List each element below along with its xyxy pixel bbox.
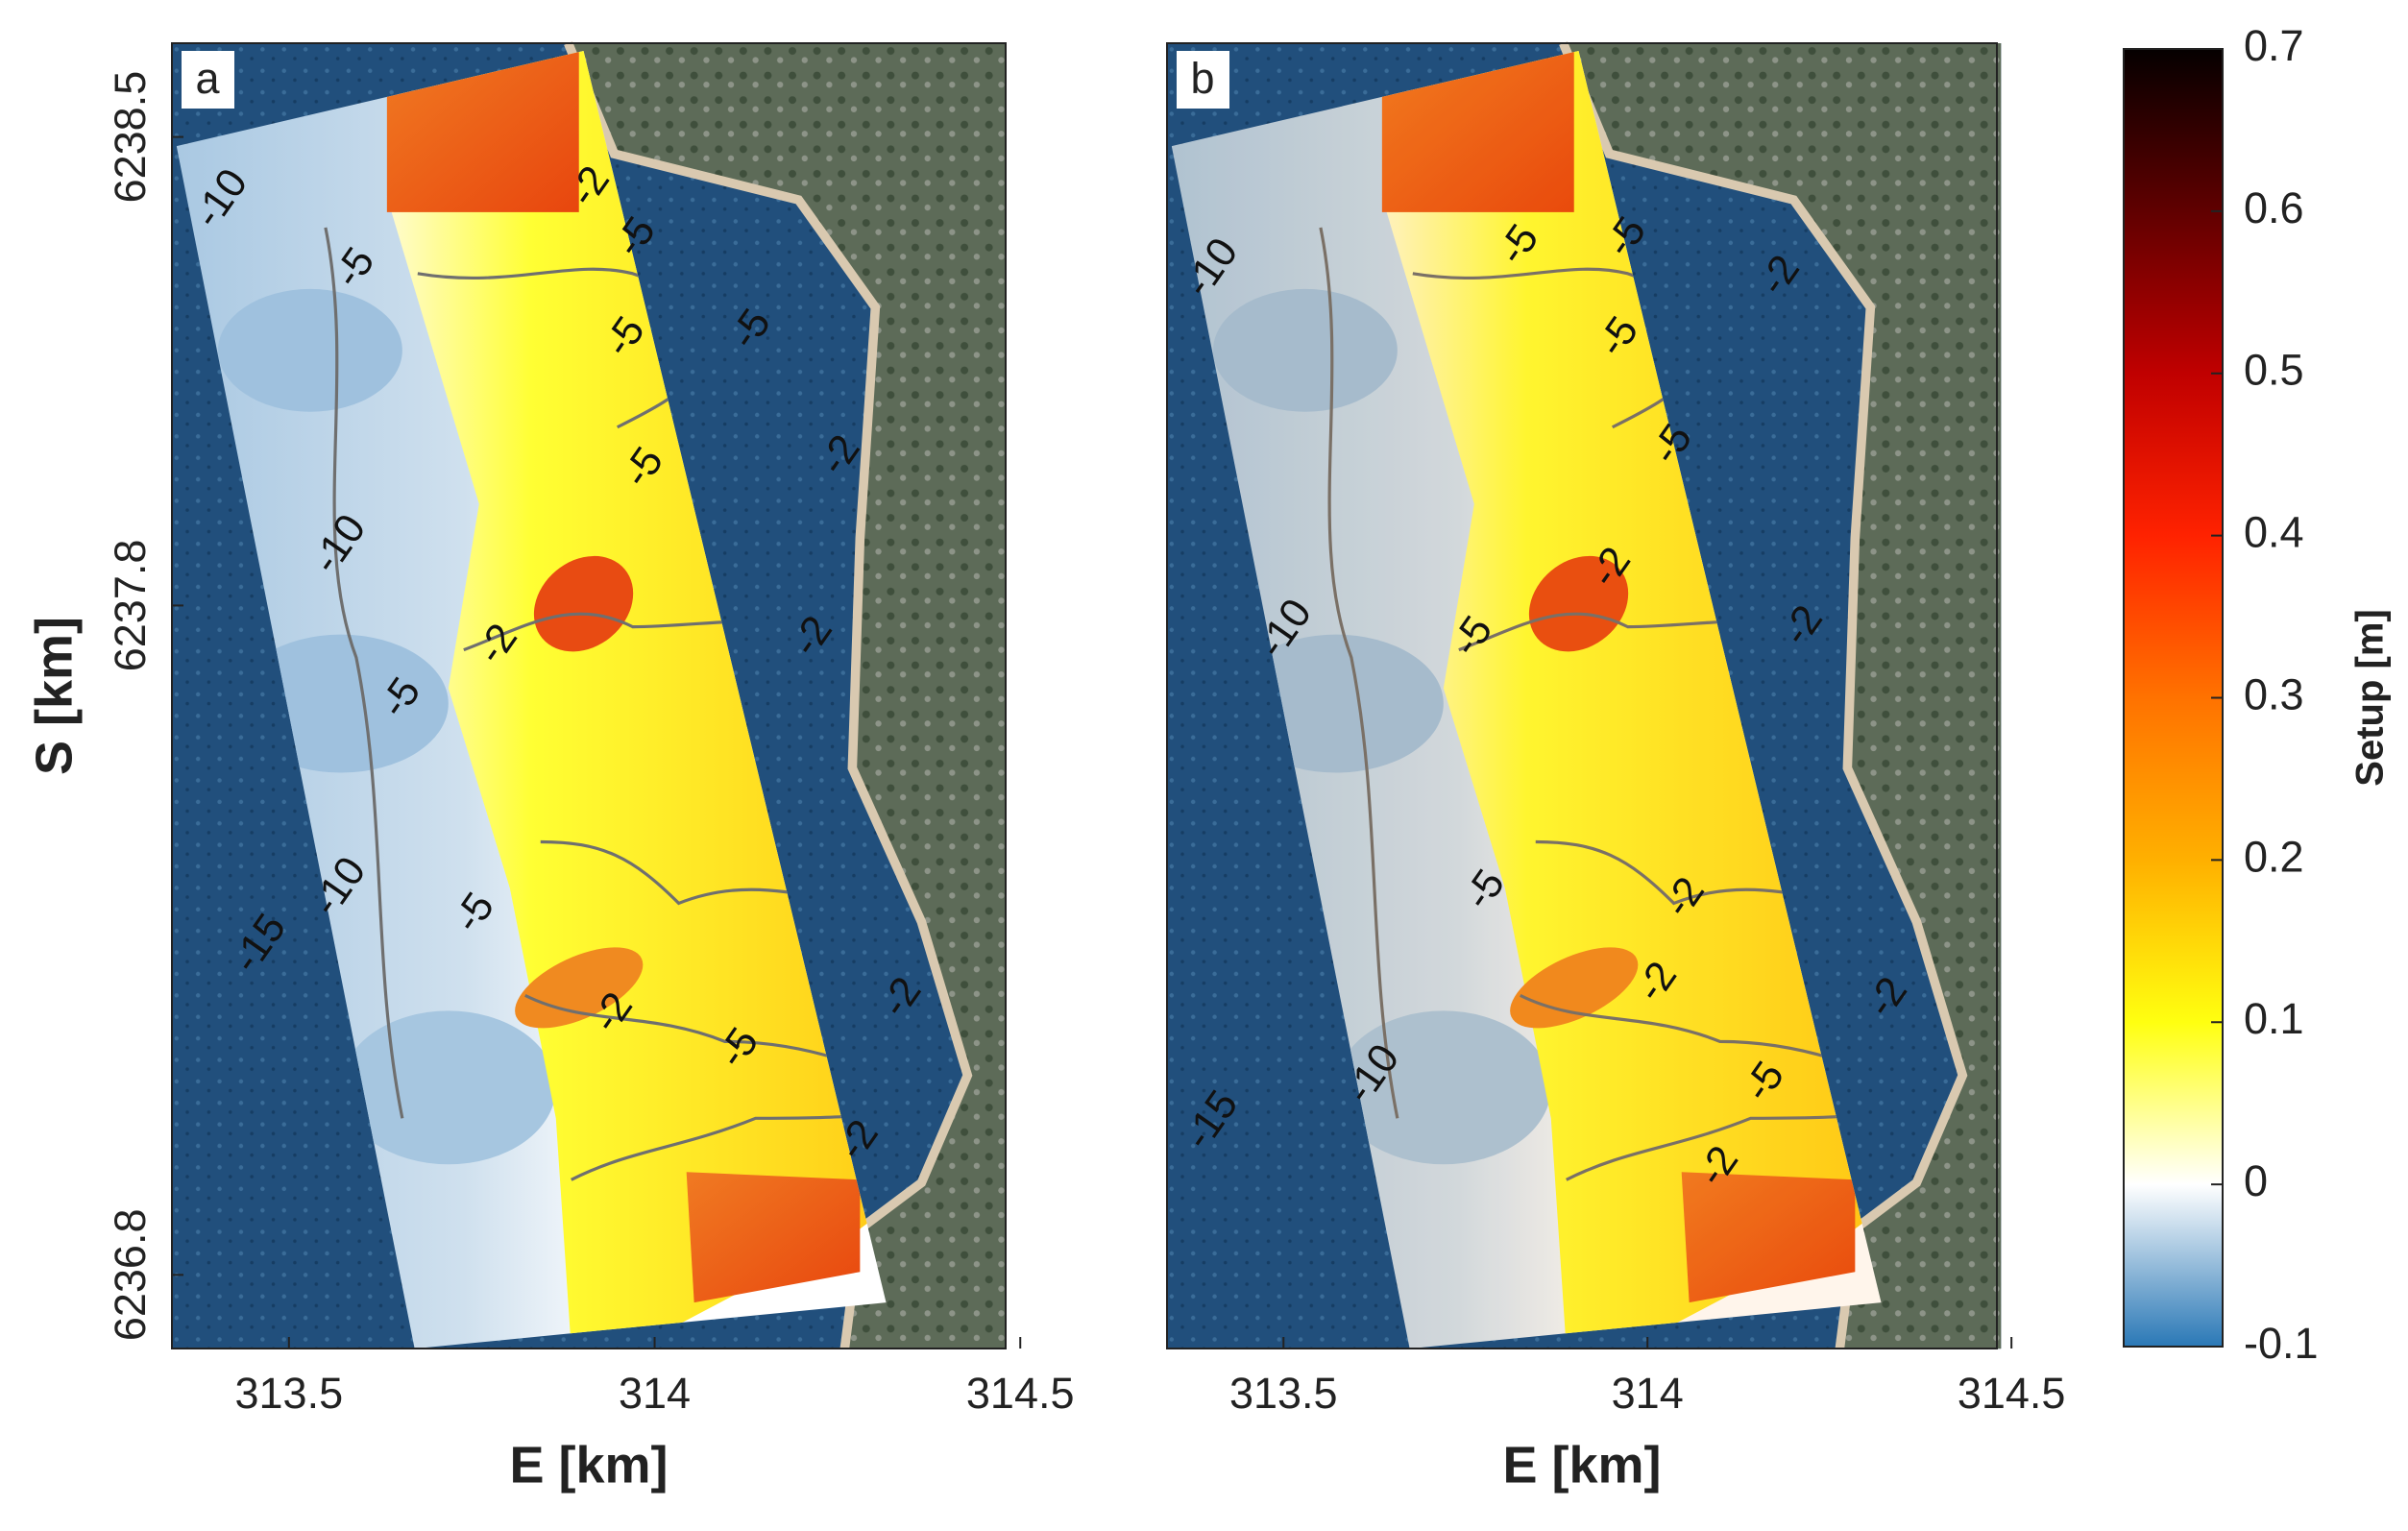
y-tick-label: 6237.8 <box>106 540 155 672</box>
axes-frame <box>171 42 1007 1349</box>
x-tick-label: 314 <box>1612 1369 1684 1418</box>
y-tick-label: 6238.5 <box>106 71 155 204</box>
map-panel: -10-5-2-5-5 -5-2-5-10-2 -2-5-10 -5-15-2-5-2… <box>172 43 1006 1349</box>
panel-label: b <box>1190 54 1214 103</box>
panel-label: a <box>195 54 220 103</box>
x-axis-label: E [km] <box>1502 1436 1661 1494</box>
x-tick-label: 314.5 <box>966 1369 1075 1418</box>
colorbar-tick-label: 0.5 <box>2244 346 2304 395</box>
colorbar <box>2123 48 2224 1348</box>
panel-label-box <box>182 51 234 109</box>
x-tick-label: 313.5 <box>1229 1369 1338 1418</box>
x-tick-label: 314 <box>619 1369 691 1418</box>
map-panel: -10 -5 -5-2-5-5-2-5-10 -2-5 -2-2 -2-10-15-5-2 <box>1167 43 2001 1349</box>
y-tick-label: 6236.8 <box>106 1209 155 1342</box>
colorbar-tick-label: 0.6 <box>2244 183 2304 232</box>
colorbar-label: Setup [m] <box>2349 609 2392 786</box>
x-tick-label: 313.5 <box>235 1369 344 1418</box>
x-tick-label: 314.5 <box>1958 1369 2066 1418</box>
colorbar-tick-label: 0.1 <box>2244 994 2304 1043</box>
panel-label-box <box>1177 51 1229 109</box>
colorbar-tick-label: 0.2 <box>2244 832 2304 881</box>
colorbar-tick-label: 0 <box>2244 1156 2268 1205</box>
y-axis-label: S [km] <box>25 617 83 775</box>
colorbar-tick-label: 0.4 <box>2244 508 2304 557</box>
map-image <box>172 43 1006 1349</box>
colorbar-tick-label: 0.7 <box>2244 21 2304 70</box>
colorbar-tick-label: 0.3 <box>2244 669 2304 718</box>
colorbar-tick-label: -0.1 <box>2244 1319 2319 1368</box>
x-axis-label: E [km] <box>509 1436 668 1494</box>
axes-frame <box>1166 42 1998 1349</box>
